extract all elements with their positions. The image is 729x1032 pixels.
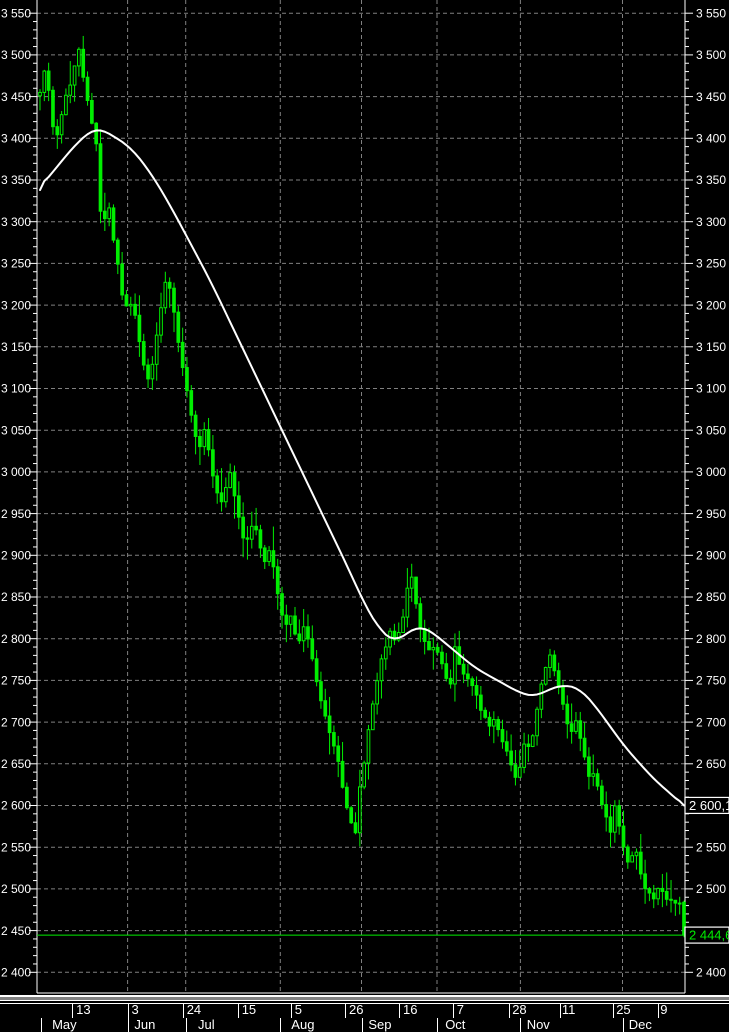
svg-text:3 450: 3 450 [1,90,31,104]
svg-text:3 000: 3 000 [696,465,726,479]
svg-text:3 400: 3 400 [696,132,726,146]
svg-text:2 800: 2 800 [1,632,31,646]
svg-text:2 550: 2 550 [1,840,31,854]
svg-text:3 250: 3 250 [1,257,31,271]
svg-text:2 600: 2 600 [1,799,31,813]
svg-text:3 200: 3 200 [696,298,726,312]
svg-text:3 050: 3 050 [696,423,726,437]
svg-text:2 850: 2 850 [1,590,31,604]
svg-text:3 300: 3 300 [1,215,31,229]
svg-text:3 500: 3 500 [696,48,726,62]
svg-text:2 700: 2 700 [696,715,726,729]
svg-text:2 450: 2 450 [1,924,31,938]
svg-text:3 150: 3 150 [1,340,31,354]
svg-text:2 900: 2 900 [1,549,31,563]
svg-text:2 500: 2 500 [1,882,31,896]
svg-text:3 100: 3 100 [1,382,31,396]
svg-text:3 450: 3 450 [696,90,726,104]
svg-text:3 050: 3 050 [1,423,31,437]
svg-text:2 500: 2 500 [696,882,726,896]
svg-text:3 550: 3 550 [1,6,31,20]
svg-text:2 850: 2 850 [696,590,726,604]
svg-text:2 700: 2 700 [1,715,31,729]
svg-text:2 650: 2 650 [696,757,726,771]
svg-text:2 900: 2 900 [696,549,726,563]
svg-text:3 350: 3 350 [1,173,31,187]
svg-text:3 550: 3 550 [696,6,726,20]
svg-text:2 800: 2 800 [696,632,726,646]
svg-text:2 650: 2 650 [1,757,31,771]
svg-text:3 250: 3 250 [696,257,726,271]
svg-text:3 150: 3 150 [696,340,726,354]
svg-text:3 100: 3 100 [696,382,726,396]
svg-text:2 950: 2 950 [1,507,31,521]
svg-text:2 444,6: 2 444,6 [689,928,729,943]
svg-text:2 750: 2 750 [1,674,31,688]
svg-text:2 400: 2 400 [696,966,726,980]
svg-text:3 300: 3 300 [696,215,726,229]
svg-text:2 550: 2 550 [696,840,726,854]
svg-text:3 400: 3 400 [1,132,31,146]
svg-text:2 600,1: 2 600,1 [689,798,729,813]
svg-text:2 400: 2 400 [1,966,31,980]
svg-text:2 750: 2 750 [696,674,726,688]
svg-text:3 200: 3 200 [1,298,31,312]
svg-text:2 950: 2 950 [696,507,726,521]
svg-text:3 000: 3 000 [1,465,31,479]
svg-text:3 350: 3 350 [696,173,726,187]
svg-text:3 500: 3 500 [1,48,31,62]
